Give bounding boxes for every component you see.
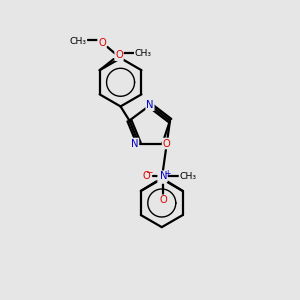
Text: O: O [163,139,170,148]
Text: +: + [164,169,170,178]
Text: −: − [146,167,153,176]
Text: O: O [115,50,123,60]
Text: N: N [160,171,167,181]
Text: O: O [143,171,151,181]
Text: N: N [146,100,154,110]
Text: CH₃: CH₃ [179,172,197,181]
Text: N: N [131,139,138,148]
Text: O: O [98,38,106,48]
Text: O: O [159,195,167,205]
Text: CH₃: CH₃ [135,49,152,58]
Text: CH₃: CH₃ [69,37,86,46]
Text: O: O [158,173,166,183]
